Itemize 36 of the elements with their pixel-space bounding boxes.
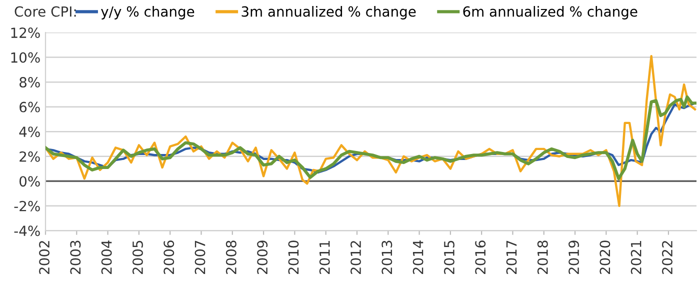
y-tick-label: 12% [11,28,40,38]
y-tick-label: 8% [20,77,40,88]
x-tick-label: 2018 [537,240,548,274]
y-tick-label: 2% [20,151,40,162]
legend-label: 6m annualized % change [463,6,638,20]
x-tick-label: 2016 [475,240,486,274]
line-series [46,95,696,180]
y-tick-label: 0% [20,176,40,187]
x-tick-label: 2006 [164,240,174,274]
line-series [46,54,696,207]
x-tick-label: 2021 [630,240,642,274]
legend-title: Core CPI: [14,6,76,17]
x-tick-label: 2008 [226,240,236,274]
x-tick-label: 2017 [506,240,517,274]
x-tick-label: 2002 [39,241,50,274]
x-tick-label: 2022 [662,241,672,274]
x-tick-label: 2007 [194,240,206,274]
x-tick-label: 2014 [412,240,424,274]
x-tick-label: 2010 [288,240,299,274]
x-tick-label: 2011 [319,240,330,274]
y-tick-label: 6% [20,102,40,112]
legend-label: y/y % change [101,6,194,20]
x-tick-label: 2019 [568,240,580,274]
x-tick-label: 2015 [444,240,454,274]
y-tick-label: 10% [11,52,40,63]
x-tick-label: 2005 [132,240,143,274]
x-tick-label: 2009 [257,240,268,274]
x-tick-label: 2003 [70,240,81,274]
y-tick-label: -4% [14,226,40,236]
x-tick-label: 2020 [600,240,610,274]
y-tick-label: 4% [19,126,40,138]
legend-label: 3m annualized % change [242,6,416,20]
x-tick-label: 2012 [350,241,362,274]
y-tick-label: -2% [14,200,40,212]
x-tick-label: 2013 [382,240,392,274]
x-tick-label: 2004 [101,240,112,274]
